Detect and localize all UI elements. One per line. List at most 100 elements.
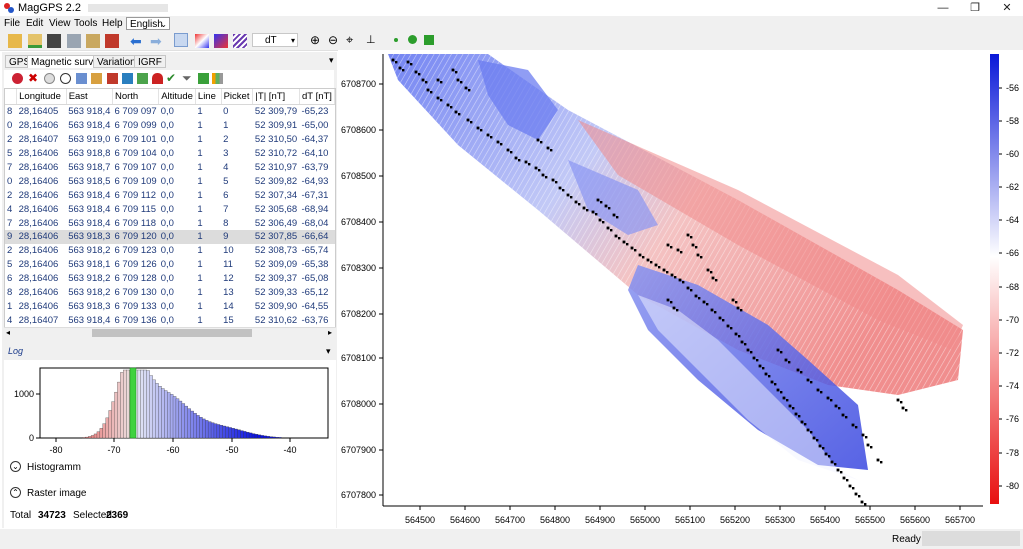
scrollbar-thumb[interactable] [92,329,252,337]
survey-point [690,236,693,239]
scroll-left-icon[interactable]: ◂ [6,328,11,337]
folder-green-icon[interactable] [198,73,209,84]
histogram-bar [172,396,177,439]
calendar-icon[interactable] [107,73,118,84]
table-cell: 0,0 [160,148,174,160]
magnet-icon[interactable] [152,73,163,84]
raster-view-icon[interactable] [195,34,209,48]
axes-icon[interactable]: ⊥ [366,34,376,46]
table-row[interactable]: 9 28,16406 563 918,3 6 709 120 0,0 1 9 52 307,8… [5,230,335,244]
column-header-dt[interactable]: dT [nT] [299,89,335,105]
column-header-t-total[interactable]: |T| [nT] [252,89,301,105]
table-row[interactable]: 7 28,16406 563 918,4 6 709 118 0,0 1 8 52 306,4… [5,216,335,230]
zoom-in-icon[interactable]: ⊕ [310,33,321,47]
contour-view-icon[interactable] [214,34,228,48]
chevron-down-icon: ⌄ [160,20,167,29]
bug-icon[interactable] [12,73,23,84]
colorbar-tick-label: -60 [1006,149,1019,159]
restore-button[interactable]: ❐ [970,2,980,14]
column-header-altitude[interactable]: Altitude [158,89,196,105]
tab-igrf[interactable]: IGRF [134,55,166,68]
table-row[interactable]: 5 28,16406 563 918,1 6 709 126 0,0 1 11 52 309,… [5,258,335,272]
tab-gps[interactable]: GPS [5,55,35,68]
survey-point [418,73,421,76]
import-icon[interactable] [28,34,42,48]
map-svg[interactable]: 6708700 6708600 6708500 6708400 6708300 67082… [338,50,1023,528]
filter-icon[interactable]: ⏷ [182,71,192,85]
collapse-histogram-icon[interactable]: ⌄ [10,461,21,472]
survey-point [436,96,440,100]
survey-point [788,404,792,408]
table-row[interactable]: 1 28,16406 563 918,3 6 709 133 0,0 1 14 52 309,… [5,299,335,313]
table-row[interactable]: 8 28,16406 563 918,2 6 709 130 0,0 1 13 52 309,… [5,286,335,300]
table-row[interactable]: 8 28,16405 563 918,4 6 709 097 0,0 1 0 52 309,7… [5,105,335,119]
table-row[interactable]: 2 28,16406 563 918,2 6 709 123 0,0 1 10 52 308,… [5,244,335,258]
table-row[interactable]: 4 28,16407 563 918,4 6 709 136 0,0 1 15 52 310,… [5,313,335,327]
column-header-index[interactable] [5,89,18,105]
raster-image-label[interactable]: Raster image [27,488,87,499]
language-select[interactable]: English ⌄ [126,17,170,30]
log-label[interactable]: Log [8,346,24,356]
histogram-toggle-label[interactable]: Histogramm [27,462,81,473]
medium-point-icon[interactable] [408,35,417,44]
column-header-north[interactable]: North [112,89,160,105]
export-icon[interactable] [86,34,100,48]
table-row[interactable]: 6 28,16406 563 918,2 6 709 128 0,0 1 12 52 309,… [5,272,335,286]
column-header-longitude[interactable]: Longitude [16,89,67,105]
dock-menu-icon[interactable]: ▾ [326,346,331,356]
points-view-icon[interactable] [174,33,188,47]
selected-range-marker[interactable] [129,367,137,439]
menu-tools[interactable]: Tools [74,18,98,29]
back-arrow-icon[interactable]: ⬅ [130,33,142,49]
zoom-extent-icon[interactable]: ⌖ [346,32,354,47]
check-icon[interactable]: ✔ [166,71,177,85]
column-header-east[interactable]: East [66,89,113,105]
pin-icon[interactable] [76,73,87,84]
menu-edit[interactable]: Edit [26,18,44,29]
small-point-icon[interactable] [394,38,398,42]
table-row[interactable]: 5 28,16406 563 918,8 6 709 104 0,0 1 3 52 310,7… [5,147,335,161]
clock-icon[interactable] [60,73,71,84]
scroll-right-icon[interactable]: ▸ [328,328,333,337]
square-point-icon[interactable] [424,35,434,45]
table-row[interactable]: 7 28,16406 563 918,7 6 709 107 0,0 1 4 52 310,9… [5,161,335,175]
tab-variations[interactable]: Variations [93,55,145,68]
zoom-out-icon[interactable]: ⊖ [328,33,339,47]
stamp-icon[interactable] [91,73,102,84]
survey-point [794,412,798,416]
status-text: Ready [892,534,921,545]
survey-table[interactable]: Longitude East North Altitude Line Picke… [4,88,336,340]
disc-icon[interactable] [44,73,55,84]
signal-bars-icon[interactable] [212,73,223,84]
table-row[interactable]: 0 28,16406 563 918,4 6 709 099 0,0 1 1 52 309,9… [5,119,335,133]
unit-select[interactable]: dT ▾ [252,33,298,47]
expand-raster-icon[interactable]: ⌃ [10,487,21,498]
table-icon[interactable] [122,73,133,84]
menu-help[interactable]: Help [102,18,123,29]
open-folder-icon[interactable] [8,34,22,48]
close-button[interactable]: ✕ [1002,2,1012,14]
forward-arrow-icon[interactable]: ➡ [150,33,162,49]
export-red-icon[interactable] [105,34,119,48]
delete-icon[interactable]: ✖ [28,71,39,85]
table-cell: 52 309,33 [254,287,298,299]
hatch-view-icon[interactable] [233,34,247,48]
menu-file[interactable]: File [4,18,21,29]
map-icon[interactable] [137,73,148,84]
save-icon[interactable] [47,34,61,48]
table-row[interactable]: 2 28,16406 563 918,4 6 709 112 0,0 1 6 52 307,3… [5,188,335,202]
survey-point [540,141,543,144]
panel-menu-icon[interactable]: ▾ [329,55,334,65]
menu-view[interactable]: View [49,18,71,29]
print-icon[interactable] [67,34,81,48]
minimize-button[interactable]: — [937,2,949,14]
table-row[interactable]: 2 28,16407 563 919,0 6 709 101 0,0 1 2 52 310,5… [5,133,335,147]
survey-point [786,399,789,402]
survey-point [845,416,848,419]
table-row[interactable]: 0 28,16406 563 918,5 6 709 109 0,0 1 5 52 309,8… [5,174,335,188]
table-cell: 1 [197,203,203,215]
column-header-picket[interactable]: Picket [221,89,254,105]
column-header-line[interactable]: Line [195,89,222,105]
table-row[interactable]: 4 28,16406 563 918,4 6 709 115 0,0 1 7 52 305,6… [5,202,335,216]
survey-point [750,351,753,354]
